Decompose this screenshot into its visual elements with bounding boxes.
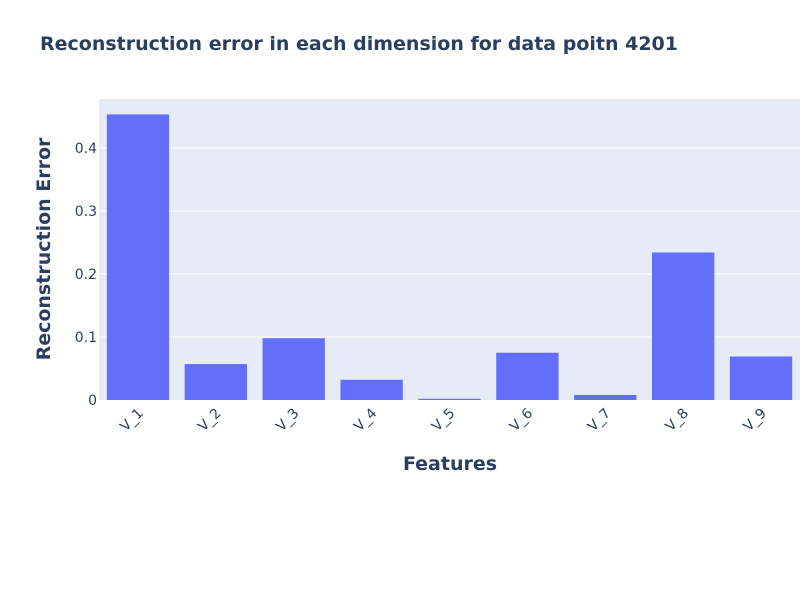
bar-v-8[interactable]: [652, 252, 715, 400]
y-tick-label: 0.1: [75, 330, 97, 346]
x-axis-title: Features: [403, 453, 497, 475]
bar-v-2[interactable]: [184, 364, 247, 400]
x-tick-label: V_1: [117, 406, 146, 435]
chart-title: Reconstruction error in each dimension f…: [40, 33, 678, 55]
y-axis-ticks: 0 0.1 0.2 0.3 0.4: [75, 141, 97, 409]
bar-v-7[interactable]: [574, 394, 637, 400]
bar-v-9[interactable]: [729, 356, 793, 400]
bars: [106, 114, 793, 401]
y-tick-label: 0.3: [75, 204, 97, 220]
x-tick-label: V_6: [507, 405, 536, 434]
x-tick-label: V_3: [273, 406, 302, 435]
x-tick-label: V_5: [429, 406, 458, 435]
bar-v-3[interactable]: [262, 338, 325, 400]
bar-v-6[interactable]: [496, 352, 559, 400]
x-axis-ticks: V_1 V_2 V_3 V_4 V_5 V_6 V_7 V_8 V_9: [117, 405, 769, 434]
bar-v-4[interactable]: [340, 379, 403, 400]
x-tick-label: V_4: [351, 405, 380, 434]
bar-v-5[interactable]: [418, 398, 481, 400]
x-tick-label: V_7: [585, 406, 614, 435]
x-tick-label: V_9: [741, 406, 770, 435]
x-tick-label: V_8: [663, 406, 692, 435]
y-axis-title: Reconstruction Error: [33, 137, 55, 360]
y-tick-label: 0.2: [75, 267, 97, 283]
x-tick-label: V_2: [195, 406, 224, 435]
bar-v-1[interactable]: [106, 114, 170, 401]
y-tick-label: 0: [88, 393, 97, 409]
y-tick-label: 0.4: [75, 141, 97, 157]
